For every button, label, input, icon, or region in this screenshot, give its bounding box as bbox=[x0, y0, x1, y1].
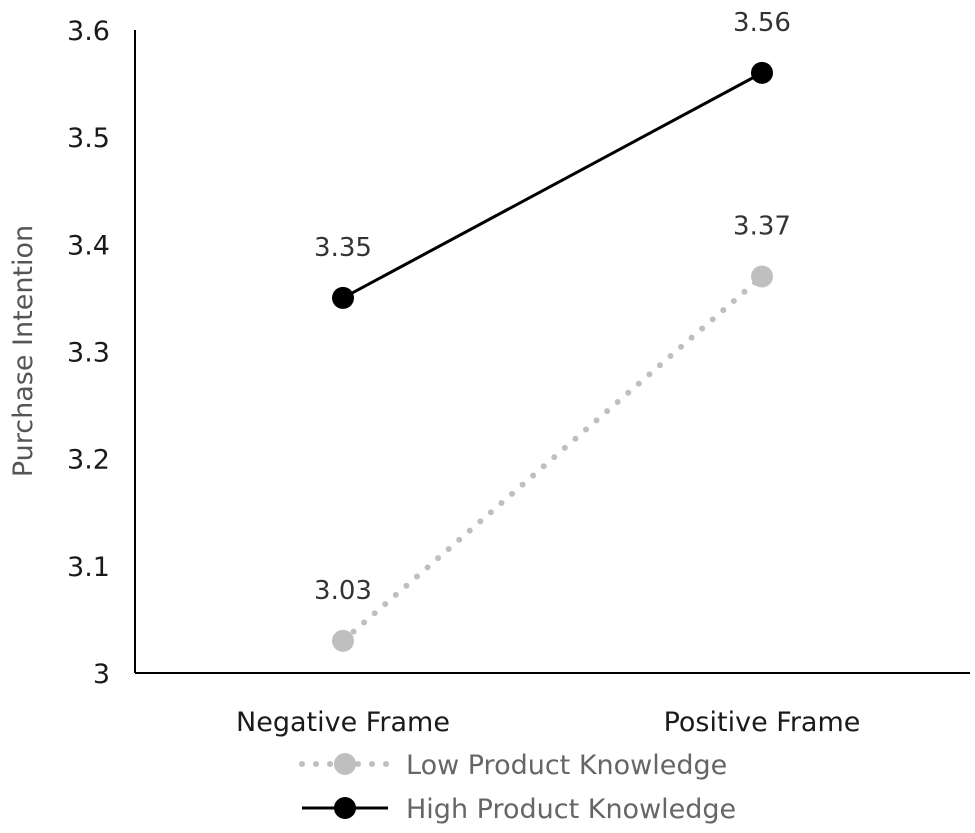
y-tick-label: 3.1 bbox=[67, 552, 110, 583]
data-label: 3.56 bbox=[733, 8, 791, 38]
y-tick-label: 3.6 bbox=[67, 16, 110, 47]
series-line bbox=[342, 71, 763, 300]
data-label: 3.35 bbox=[314, 233, 372, 263]
data-labels: 3.03 3.37 3.35 3.56 bbox=[314, 8, 791, 606]
legend-label: Low Product Knowledge bbox=[406, 750, 727, 781]
data-label: 3.37 bbox=[733, 211, 791, 241]
data-point bbox=[332, 629, 354, 652]
legend-marker bbox=[334, 753, 356, 775]
y-tick-label: 3.2 bbox=[67, 445, 110, 476]
x-category-labels: Negative Frame Positive Frame bbox=[236, 707, 860, 738]
y-axis-title: Purchase Intention bbox=[8, 225, 39, 477]
y-tick-labels: 3 3.1 3.2 3.3 3.4 3.5 3.6 bbox=[67, 16, 110, 690]
y-tick-label: 3 bbox=[93, 659, 110, 690]
legend-marker bbox=[334, 797, 356, 819]
axes bbox=[134, 30, 970, 674]
x-category-label: Negative Frame bbox=[236, 707, 450, 738]
data-point bbox=[751, 61, 773, 84]
x-category-label: Positive Frame bbox=[664, 707, 861, 738]
y-tick-label: 3.5 bbox=[67, 123, 110, 154]
legend: Low Product Knowledge High Product Knowle… bbox=[299, 750, 736, 825]
data-label: 3.03 bbox=[314, 576, 372, 606]
data-point bbox=[332, 286, 354, 309]
legend-label: High Product Knowledge bbox=[406, 794, 736, 825]
y-tick-label: 3.4 bbox=[67, 230, 110, 261]
y-tick-label: 3.3 bbox=[67, 338, 110, 369]
series bbox=[332, 61, 773, 652]
data-point bbox=[751, 265, 773, 288]
series-line bbox=[340, 273, 765, 644]
